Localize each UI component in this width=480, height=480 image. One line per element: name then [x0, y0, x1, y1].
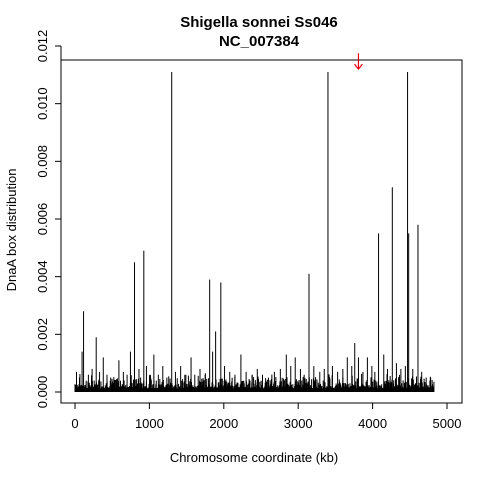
y-tick-label: 0.008 [35, 145, 50, 178]
y-axis: 0.000 0.002 0.004 0.006 0.008 0.010 0.012 [35, 30, 62, 409]
x-tick-label: 0 [71, 416, 78, 431]
y-tick-label: 0.000 [35, 376, 50, 409]
y-tick-label: 0.012 [35, 30, 50, 63]
x-axis: 0 1000 2000 3000 4000 5000 [71, 402, 462, 431]
y-axis-label: DnaA box distribution [4, 169, 19, 292]
y-tick-label: 0.002 [35, 318, 50, 351]
chart-subtitle: NC_007384 [219, 33, 300, 50]
y-tick-label: 0.010 [35, 87, 50, 120]
x-axis-label: Chromosome coordinate (kb) [170, 450, 338, 465]
x-tick-label: 4000 [358, 416, 387, 431]
x-tick-label: 3000 [284, 416, 313, 431]
chart-title: Shigella sonnei Ss046 [180, 14, 338, 31]
red-arrow-icon [353, 53, 363, 71]
y-tick-label: 0.004 [35, 260, 50, 293]
y-tick-label: 0.006 [35, 203, 50, 236]
x-tick-label: 2000 [209, 416, 238, 431]
plot-frame [60, 59, 463, 404]
x-tick-label: 5000 [433, 416, 462, 431]
bars-group [74, 71, 435, 392]
x-tick-label: 1000 [135, 416, 164, 431]
annotations-group [353, 53, 363, 71]
